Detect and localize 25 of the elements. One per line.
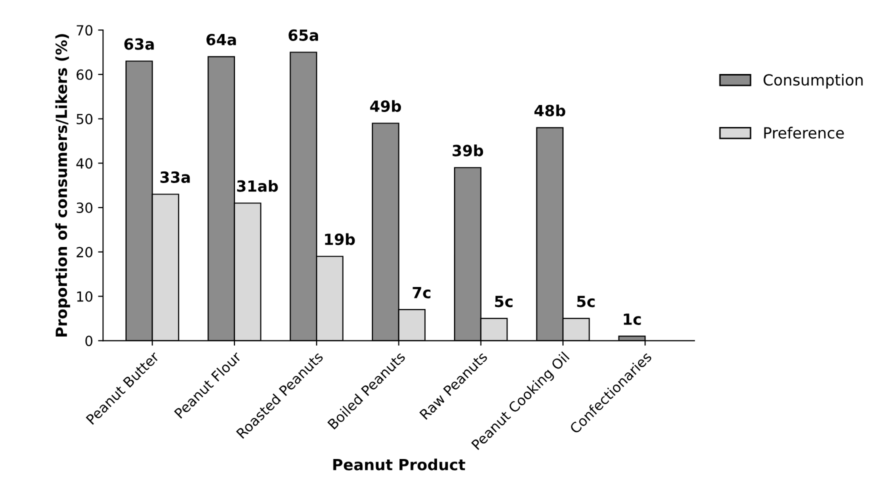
y-tick-label: 30 — [76, 202, 92, 214]
data-label: 7c — [412, 286, 430, 298]
legend-label: Consumption — [764, 74, 863, 89]
data-label: 49b — [370, 100, 401, 112]
data-label: 63a — [124, 38, 154, 50]
data-label: 31ab — [237, 180, 278, 192]
y-tick-label: 40 — [76, 158, 92, 169]
y-axis-title: Proportion of consumers/Likers (%) — [55, 34, 70, 337]
y-tick-label: 70 — [76, 25, 92, 36]
data-label: 5c — [495, 296, 513, 308]
data-label: 5c — [577, 296, 595, 308]
data-label: 64a — [206, 34, 236, 46]
legend-label: Preference — [764, 126, 844, 139]
data-label: 48b — [534, 104, 566, 116]
data-label: 39b — [452, 144, 484, 156]
data-label: 33a — [160, 171, 190, 183]
x-axis-title: Peanut Product — [333, 458, 466, 470]
data-label: 65a — [288, 29, 318, 41]
y-tick-label: 50 — [76, 114, 92, 124]
data-label: 19b — [325, 233, 355, 246]
y-tick-label: 0 — [85, 336, 92, 346]
y-tick-label: 10 — [77, 291, 92, 302]
y-tick-label: 60 — [76, 69, 92, 80]
data-label: 1c — [624, 314, 641, 325]
y-tick-label: 20 — [76, 246, 92, 258]
